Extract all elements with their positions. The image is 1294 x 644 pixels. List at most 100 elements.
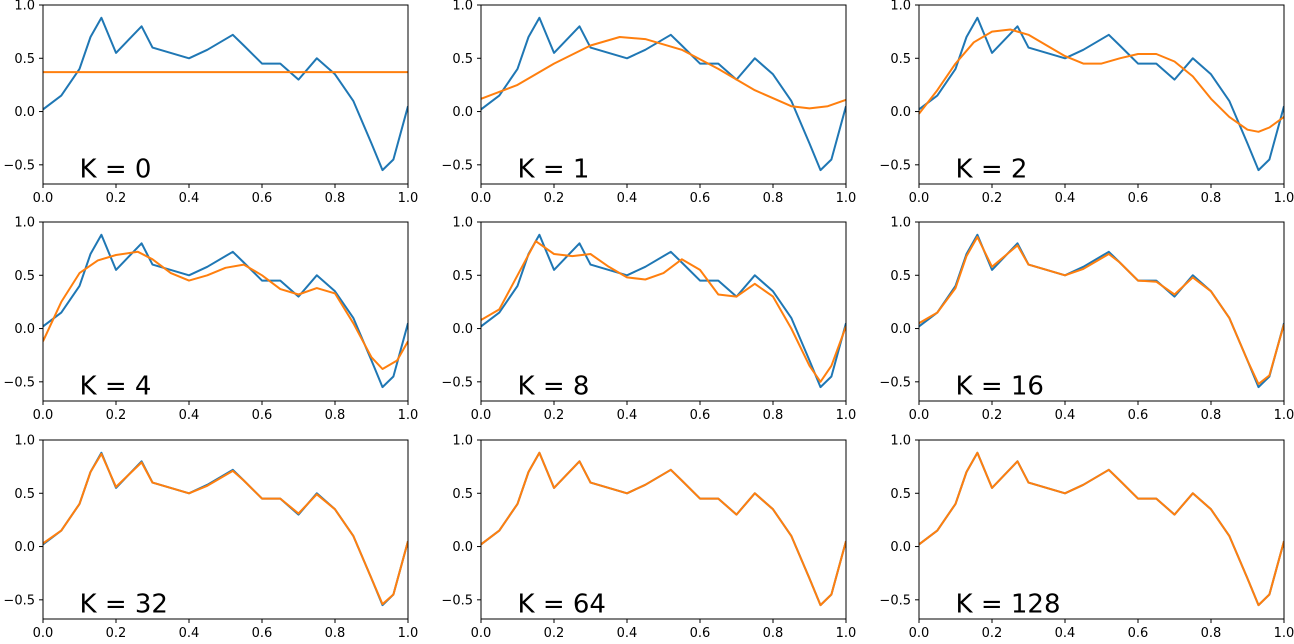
y-tick-label: 1.0	[890, 0, 911, 14]
subplot: 0.0 0.2 0.4 0.6 0.8 1.0 −0.5 0.0 0.5 1.0 K = 2	[879, 0, 1294, 206]
axes-frame	[480, 439, 847, 620]
x-tick-label: 1.0	[836, 626, 857, 641]
y-tick-label: 0.0	[452, 105, 473, 120]
x-tick-label: 0.0	[33, 408, 54, 423]
y-tick-label: 1.0	[890, 434, 911, 449]
x-tick-label: 0.0	[471, 191, 492, 206]
y-tick-label: 0.5	[452, 269, 473, 284]
x-tick-label: 0.8	[763, 626, 784, 641]
x-tick-label: 0.4	[617, 626, 638, 641]
axes-frame	[42, 439, 409, 620]
series-line	[481, 240, 846, 383]
y-tick-label: 1.0	[14, 216, 35, 231]
x-tick-label: 0.8	[325, 191, 346, 206]
k-label: K = 64	[518, 590, 606, 620]
k-label: K = 8	[518, 372, 590, 402]
x-tick-label: 0.2	[982, 626, 1003, 641]
x-tick-label: 0.6	[1128, 191, 1149, 206]
k-label: K = 128	[956, 590, 1061, 620]
x-tick-label: 0.6	[690, 408, 711, 423]
k-label: K = 32	[80, 590, 168, 620]
axes-frame	[42, 221, 409, 402]
x-tick-label: 0.6	[690, 191, 711, 206]
x-tick-label: 0.8	[325, 408, 346, 423]
axes-frame	[480, 221, 847, 402]
series-line	[481, 451, 846, 607]
y-tick-label: 0.5	[890, 52, 911, 67]
y-tick-label: −0.5	[879, 158, 911, 173]
subplot: 0.0 0.2 0.4 0.6 0.8 1.0 −0.5 0.0 0.5 1.0 K = 16	[879, 216, 1294, 424]
x-tick-label: 0.4	[617, 191, 638, 206]
x-tick-label: 1.0	[398, 191, 419, 206]
series-line	[481, 36, 846, 110]
axes-frame	[918, 4, 1285, 185]
x-tick-label: 0.4	[1055, 408, 1076, 423]
series-line	[481, 233, 846, 389]
axes-frame	[918, 439, 1285, 620]
x-tick-label: 0.2	[106, 191, 127, 206]
series-line	[919, 235, 1284, 385]
y-tick-label: 0.0	[14, 322, 35, 337]
x-tick-label: 0.0	[909, 626, 930, 641]
y-tick-label: 0.5	[452, 52, 473, 67]
x-tick-label: 0.8	[325, 626, 346, 641]
y-tick-label: 0.5	[452, 487, 473, 502]
x-tick-label: 0.4	[179, 626, 200, 641]
x-tick-label: 0.6	[690, 626, 711, 641]
series-line	[43, 250, 408, 370]
y-tick-label: 0.0	[452, 322, 473, 337]
x-tick-label: 0.2	[544, 626, 565, 641]
x-tick-label: 0.0	[33, 191, 54, 206]
y-tick-label: 0.5	[14, 487, 35, 502]
series-line	[919, 16, 1284, 172]
x-tick-label: 0.2	[544, 408, 565, 423]
x-tick-label: 0.4	[617, 408, 638, 423]
y-tick-label: 0.5	[890, 487, 911, 502]
x-tick-label: 1.0	[398, 408, 419, 423]
axes-frame	[480, 4, 847, 185]
x-tick-label: 0.4	[1055, 626, 1076, 641]
y-tick-label: 0.0	[890, 105, 911, 120]
y-tick-label: 0.5	[14, 52, 35, 67]
x-tick-label: 0.6	[1128, 626, 1149, 641]
x-tick-label: 0.6	[1128, 408, 1149, 423]
x-tick-label: 1.0	[398, 626, 419, 641]
series-line	[43, 16, 408, 172]
x-tick-label: 0.0	[471, 626, 492, 641]
y-tick-label: −0.5	[3, 593, 35, 608]
x-tick-label: 0.2	[982, 408, 1003, 423]
x-tick-label: 1.0	[836, 191, 857, 206]
series-line	[481, 451, 846, 607]
series-line	[481, 16, 846, 172]
x-tick-label: 1.0	[1274, 408, 1294, 423]
x-tick-label: 0.8	[1201, 626, 1222, 641]
y-tick-label: 1.0	[14, 0, 35, 14]
subplot: 0.0 0.2 0.4 0.6 0.8 1.0 −0.5 0.0 0.5 1.0 K = 1	[441, 0, 856, 206]
x-tick-label: 1.0	[836, 408, 857, 423]
y-tick-label: 0.5	[890, 269, 911, 284]
subplot: 0.0 0.2 0.4 0.6 0.8 1.0 −0.5 0.0 0.5 1.0 K = 64	[441, 434, 856, 642]
series-line	[919, 28, 1284, 133]
y-tick-label: 0.5	[14, 269, 35, 284]
y-tick-label: 0.0	[14, 105, 35, 120]
k-label: K = 4	[80, 372, 152, 402]
x-tick-label: 0.4	[179, 191, 200, 206]
y-tick-label: 1.0	[452, 434, 473, 449]
x-tick-label: 0.4	[179, 408, 200, 423]
x-tick-label: 0.8	[1201, 191, 1222, 206]
y-tick-label: −0.5	[879, 593, 911, 608]
series-line	[43, 233, 408, 389]
x-tick-label: 0.8	[763, 408, 784, 423]
k-label: K = 2	[956, 155, 1028, 185]
y-tick-label: −0.5	[441, 158, 473, 173]
x-tick-label: 0.2	[544, 191, 565, 206]
x-tick-label: 0.2	[106, 408, 127, 423]
subplot: 0.0 0.2 0.4 0.6 0.8 1.0 −0.5 0.0 0.5 1.0 K = 128	[879, 434, 1294, 642]
y-tick-label: 0.0	[890, 322, 911, 337]
x-tick-label: 0.2	[106, 626, 127, 641]
subplot: 0.0 0.2 0.4 0.6 0.8 1.0 −0.5 0.0 0.5 1.0 K = 4	[3, 216, 418, 424]
y-tick-label: −0.5	[879, 375, 911, 390]
x-tick-label: 0.6	[252, 626, 273, 641]
y-tick-label: 0.0	[452, 540, 473, 555]
x-tick-label: 0.4	[1055, 191, 1076, 206]
